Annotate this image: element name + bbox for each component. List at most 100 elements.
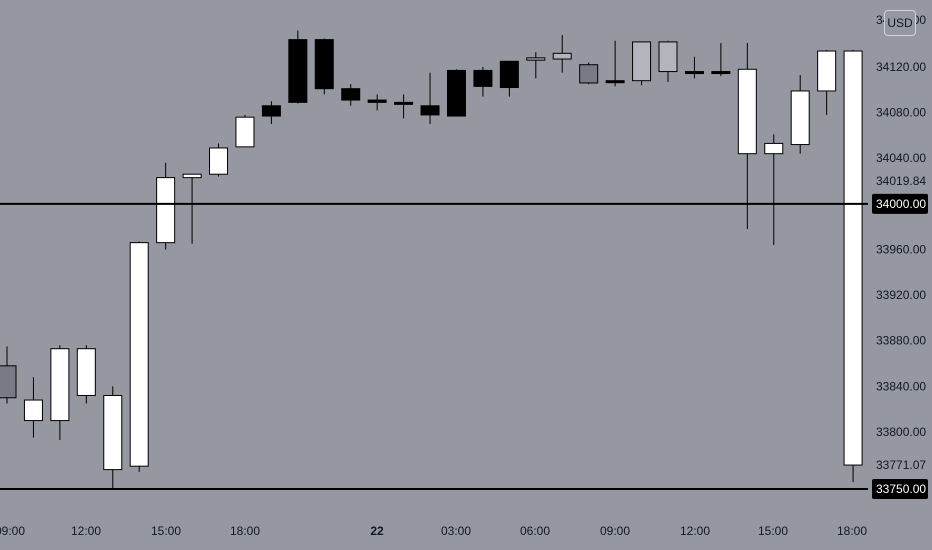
price-tick-label: 33800.00	[876, 425, 926, 439]
line-price-badge-text: 33750.00	[876, 482, 926, 496]
candle	[605, 40, 625, 87]
candle-body	[473, 69, 493, 87]
price-tick-label: 33960.00	[876, 242, 926, 256]
horizontal-lines-layer	[0, 202, 868, 490]
candle	[579, 62, 599, 85]
price-label: 34019.84	[874, 172, 926, 191]
currency-badge[interactable]: USD	[884, 10, 916, 36]
candle	[446, 69, 466, 117]
candle	[499, 60, 519, 97]
candle	[156, 162, 176, 250]
candle	[420, 72, 440, 125]
time-tick-label: 09:00	[600, 524, 630, 538]
line-price-badge[interactable]: 34000.00	[872, 193, 928, 214]
candle-body	[658, 41, 678, 73]
time-tick-label: 12:00	[680, 524, 710, 538]
price-tick-label: 34080.00	[876, 106, 926, 120]
candle-body	[50, 348, 70, 422]
candle	[235, 114, 255, 148]
candle	[209, 143, 229, 177]
time-tick-label: 22	[370, 524, 384, 538]
price-tick-label: 33880.00	[876, 334, 926, 348]
candle	[526, 52, 546, 79]
candle	[843, 49, 863, 483]
candle-body	[367, 99, 387, 103]
price-label-bg	[874, 455, 926, 474]
time-tick-label: 15:00	[151, 524, 181, 538]
candle	[658, 40, 678, 82]
line-price-badge[interactable]: 33750.00	[872, 479, 928, 499]
candle	[552, 35, 572, 73]
candle-body	[156, 177, 176, 244]
time-tick-label: 18:00	[230, 524, 260, 538]
candles-layer	[0, 30, 863, 489]
time-tick-label: 06:00	[520, 524, 550, 538]
candle-body	[103, 394, 123, 471]
candle-body	[843, 50, 863, 466]
candle-body	[288, 39, 308, 103]
candle-body	[526, 57, 546, 61]
price-label-bg	[874, 172, 926, 191]
candle	[632, 41, 652, 86]
price-label: 33771.07	[874, 455, 926, 474]
time-axis[interactable]: 09:00 12:00 15:00 18:00 22 03:00 06:00 09:00 12:…	[0, 524, 867, 538]
candle	[182, 173, 202, 244]
candle-body	[209, 147, 229, 175]
candle-body	[499, 60, 519, 89]
candle	[76, 345, 96, 404]
price-tick-label: 33920.00	[876, 288, 926, 302]
candle-body	[261, 105, 281, 117]
price-label-text: 34019.84	[876, 174, 926, 188]
candle-body	[314, 39, 334, 90]
candle	[23, 377, 43, 438]
candle	[737, 43, 757, 229]
candle	[129, 241, 149, 472]
candle	[261, 101, 281, 125]
candle	[341, 84, 361, 106]
candle	[50, 345, 70, 440]
candle-body	[129, 242, 149, 467]
candle-body	[605, 80, 625, 84]
candle-body	[579, 64, 599, 84]
price-tick-label: 34040.00	[876, 151, 926, 165]
line-price-badge-text: 34000.00	[876, 197, 926, 211]
price-label-text: 33771.07	[876, 458, 926, 472]
candle	[288, 30, 308, 104]
time-tick-label: 09:00	[0, 524, 25, 538]
candle-body	[711, 71, 731, 75]
candle	[394, 94, 414, 119]
candle	[103, 386, 123, 489]
candle	[817, 49, 837, 115]
price-tick-label: 33840.00	[876, 379, 926, 393]
time-tick-label: 15:00	[758, 524, 788, 538]
candle-body	[394, 101, 414, 105]
candle	[473, 67, 493, 97]
candle	[0, 346, 17, 404]
line-price-badge-bg	[872, 193, 928, 214]
candle-body	[420, 105, 440, 116]
candle-body	[446, 69, 466, 117]
candle	[764, 134, 784, 245]
candle-body	[76, 348, 96, 396]
price-tick-label: 34120.00	[876, 60, 926, 74]
candle-body	[684, 71, 704, 75]
candle-body	[817, 50, 837, 92]
candle	[367, 94, 387, 111]
time-tick-label: 18:00	[837, 524, 867, 538]
candle-body	[737, 68, 757, 155]
candle-body	[23, 399, 43, 422]
candle-body	[0, 365, 17, 399]
candle-body	[235, 116, 255, 148]
price-axis[interactable]: 34120.00 34080.00 34040.00 33960.00 33920.00…	[872, 13, 928, 499]
candle	[684, 56, 704, 79]
candle	[711, 43, 731, 77]
candle	[314, 38, 334, 95]
candle-body	[552, 52, 572, 60]
candle	[790, 74, 810, 154]
candle-body	[790, 90, 810, 146]
time-tick-label: 03:00	[441, 524, 471, 538]
time-tick-label: 12:00	[71, 524, 101, 538]
candle-body	[764, 142, 784, 155]
